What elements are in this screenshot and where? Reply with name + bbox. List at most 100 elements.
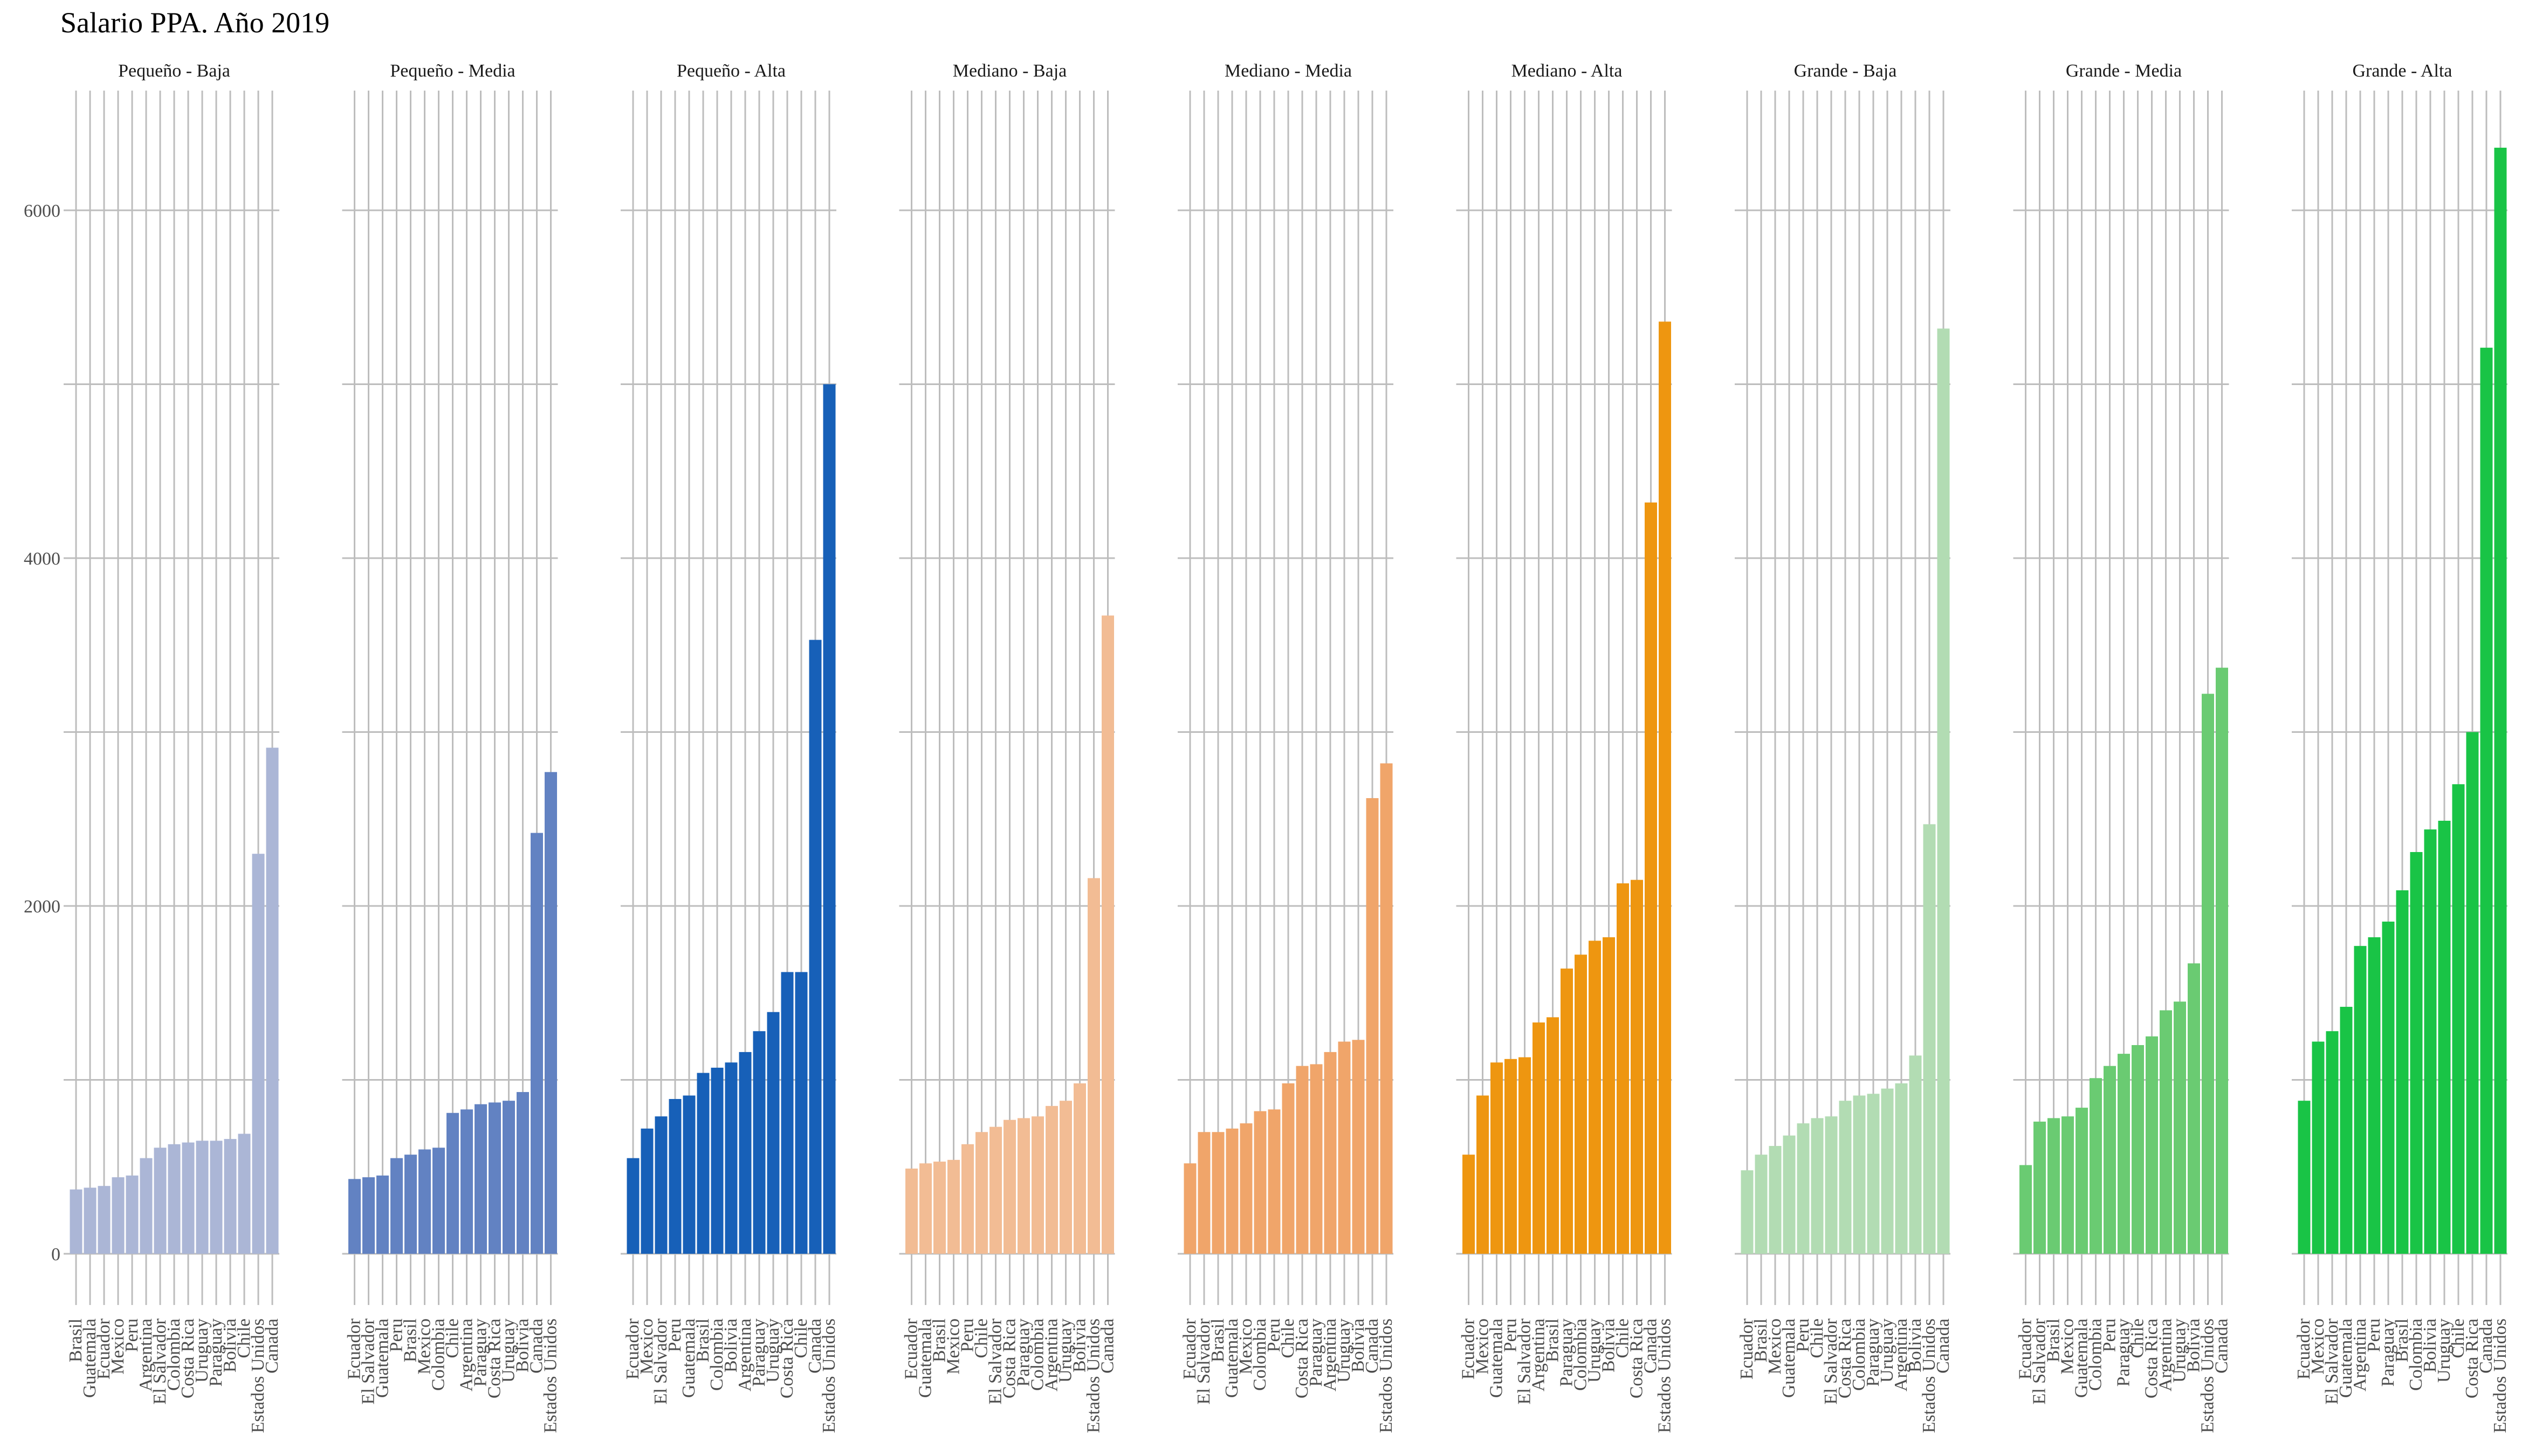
bar [1769,1146,1782,1254]
bar [224,1139,237,1254]
x-tick-label: El Salvador [986,1318,1006,1404]
x-tick-label: Uruguay [1585,1318,1605,1383]
x-tick-label: Guatemala [1222,1318,1242,1398]
x-tick-label: Uruguay [1334,1318,1354,1383]
x-tick-label: Estados Unidos [1919,1318,1939,1433]
x-tick-label: Brasil [2392,1318,2412,1362]
x-tick-label: Brasil [1208,1318,1228,1362]
x-tick-label: El Salvador [651,1318,671,1404]
x-tick-label: Ecuador [1737,1318,1757,1379]
x-tick-label: El Salvador [150,1318,170,1404]
x-tick-label: Chile [1613,1318,1633,1358]
bar [2494,147,2507,1254]
x-tick-label: Colombia [1028,1318,1048,1391]
bar [390,1158,403,1254]
bar [503,1101,515,1254]
bar [446,1112,459,1254]
x-tick-label: Canada [1933,1318,1953,1373]
x-tick-label: Bolivia [1599,1318,1619,1372]
bar [2452,784,2465,1254]
x-tick-label: Estados Unidos [1376,1318,1396,1433]
x-tick-label: Argentina [735,1318,755,1391]
bar [2298,1101,2311,1254]
x-tick-label: Bolivia [721,1318,741,1372]
bar [1366,798,1379,1254]
y-tick-label: 4000 [24,549,60,569]
bar [1102,615,1114,1254]
bar [2104,1066,2116,1254]
bar [362,1177,375,1254]
x-tick-label: Uruguay [192,1318,212,1383]
x-tick-label: Colombia [1571,1318,1591,1391]
x-tick-label: Paraguay [2114,1318,2134,1387]
x-tick-label: Ecuador [94,1318,114,1379]
bar [2160,1010,2172,1254]
y-tick-label: 6000 [24,201,60,221]
bar [196,1141,209,1254]
x-tick-label: Ecuador [2016,1318,2036,1379]
bar [1310,1064,1323,1254]
bar [669,1098,682,1254]
bar [627,1158,640,1254]
x-tick-label: Chile [443,1318,463,1358]
bar [1226,1128,1239,1254]
facet-label: Pequeño - Alta [677,61,786,81]
x-tick-label: Estados Unidos [819,1318,839,1433]
x-tick-label: Uruguay [2170,1318,2190,1383]
bar [1923,824,1936,1254]
x-tick-label: Costa Rica [2142,1318,2162,1398]
facet-label: Mediano - Media [1225,61,1352,81]
bar [1603,937,1615,1254]
x-tick-label: Colombia [164,1318,184,1391]
bar [2438,820,2451,1254]
bar [418,1149,431,1254]
x-tick-label: Brasil [1751,1318,1771,1362]
x-tick-label: Estados Unidos [2198,1318,2218,1433]
x-tick-label: Argentina [2350,1318,2370,1391]
x-tick-label: Canada [1362,1318,1382,1373]
bar [2312,1041,2325,1254]
panels: Pequeño - Baja0200040006000BrasilGuatema… [24,61,2510,1433]
bar [1839,1101,1852,1254]
facet-label: Pequeño - Media [390,61,515,81]
x-tick-label: Chile [2128,1318,2148,1358]
y-tick-label: 2000 [24,897,60,917]
bar [2354,946,2367,1254]
bar [1909,1055,1922,1254]
bar [1490,1062,1503,1254]
bar [697,1073,710,1254]
bar [1476,1095,1489,1254]
x-tick-label: Estados Unidos [248,1318,268,1433]
facet-label: Grande - Media [2066,61,2182,81]
bar [1240,1123,1253,1254]
bar [1198,1132,1211,1254]
bar [475,1104,487,1254]
x-tick-label: Peru [1501,1318,1521,1352]
x-tick-label: Colombia [1250,1318,1270,1391]
x-tick-label: Mexico [2058,1318,2078,1375]
x-tick-label: Canada [1098,1318,1118,1373]
x-tick-label: Mexico [637,1318,657,1375]
x-tick-label: Canada [2476,1318,2496,1373]
x-tick-label: Argentina [1891,1318,1911,1391]
bar [1853,1095,1866,1254]
x-tick-label: Colombia [2086,1318,2106,1391]
bar [140,1158,153,1254]
x-tick-label: El Salvador [2030,1318,2050,1404]
bar [2424,829,2437,1254]
x-tick-label: Colombia [1849,1318,1869,1391]
bar [1755,1155,1768,1254]
bar [2019,1165,2032,1254]
bar [1018,1118,1030,1254]
x-tick-label: Uruguay [2434,1318,2454,1383]
bar [182,1142,195,1254]
x-tick-label: Brasil [1543,1318,1563,1362]
x-tick-label: Ecuador [902,1318,922,1379]
bar [1895,1083,1908,1254]
bar [432,1148,445,1254]
bar [1088,878,1100,1254]
bar [2188,963,2200,1254]
facet-label: Grande - Baja [1794,61,1897,81]
